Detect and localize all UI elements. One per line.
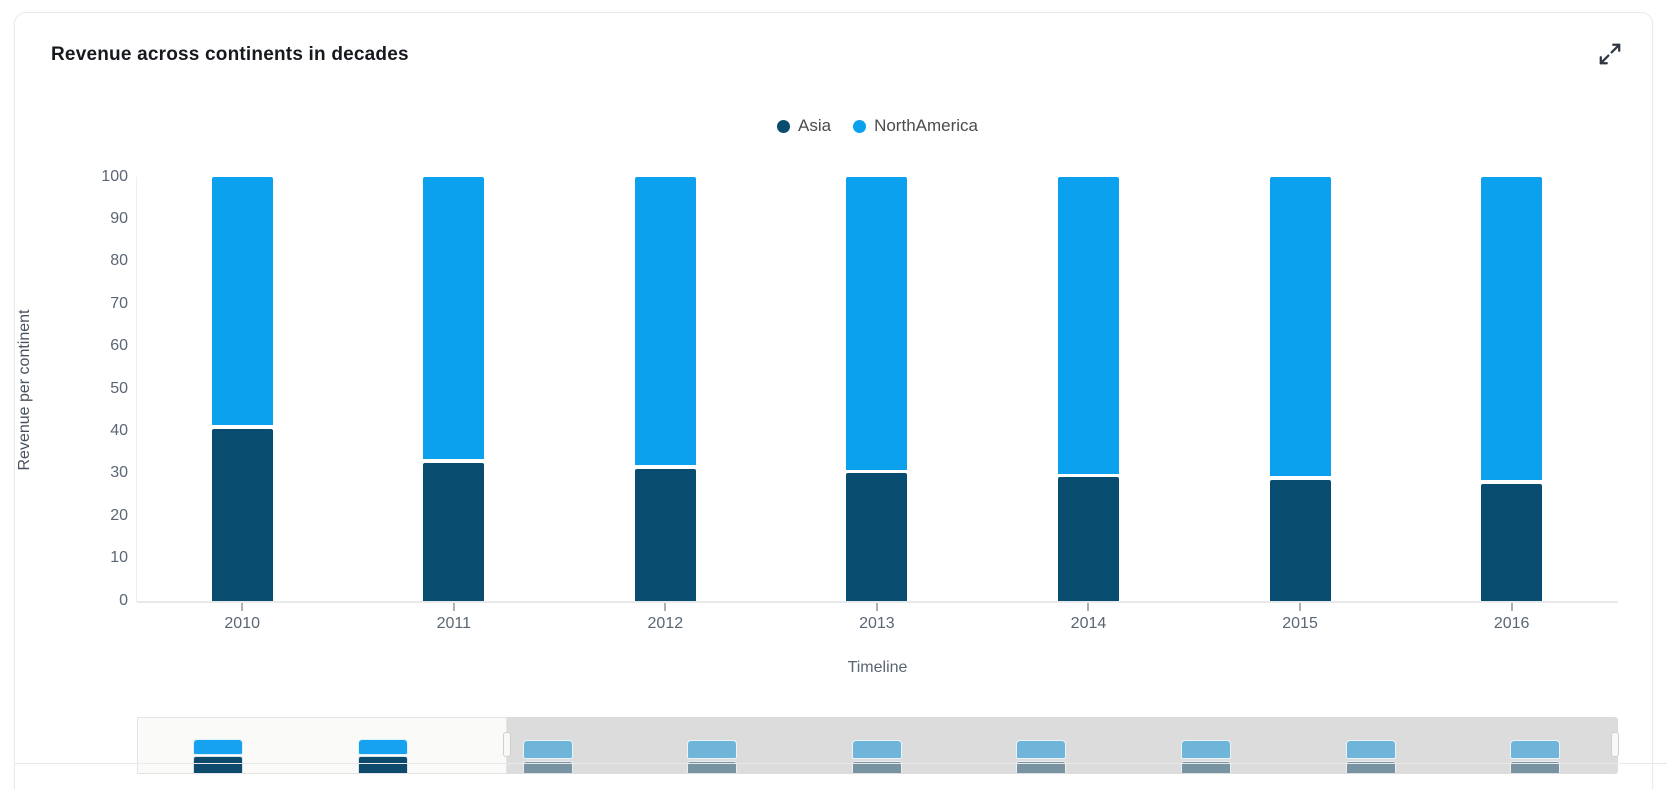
mini-bar-light-2 xyxy=(357,738,408,755)
mini-bar-light-4 xyxy=(687,739,738,759)
x-tick-mark xyxy=(875,603,878,611)
mini-bar-light-1 xyxy=(193,738,244,755)
x-tick-mark xyxy=(1510,603,1513,611)
x-axis-line xyxy=(137,601,1618,603)
legend-item-asia[interactable]: Asia xyxy=(777,116,831,136)
bar-segment-asia-2011[interactable] xyxy=(422,461,486,602)
y-tick-label: 80 xyxy=(110,252,128,270)
legend-label: Asia xyxy=(798,116,832,135)
mini-bar-light-7 xyxy=(1180,739,1231,759)
y-tick-label: 90 xyxy=(110,209,128,227)
x-tick-label: 2011 xyxy=(436,615,471,632)
mini-bar-light-6 xyxy=(1016,739,1067,759)
bar-segment-northamerica-2016[interactable] xyxy=(1480,176,1544,482)
x-tick-mark xyxy=(664,603,667,611)
y-tick-label: 10 xyxy=(110,549,128,567)
expand-button[interactable] xyxy=(1592,37,1628,73)
bar-segment-asia-2010[interactable] xyxy=(210,427,274,602)
legend-label: NorthAmerica xyxy=(874,116,978,135)
x-tick-label: 2010 xyxy=(224,615,260,632)
mini-bar-light-9 xyxy=(1510,739,1561,759)
y-tick-label: 50 xyxy=(110,379,128,397)
x-tick-label: 2013 xyxy=(859,615,895,632)
legend-dot-northamerica xyxy=(853,119,867,133)
bar-segment-northamerica-2013[interactable] xyxy=(845,176,909,471)
bar-segment-asia-2012[interactable] xyxy=(633,467,697,602)
x-tick-mark xyxy=(241,603,244,611)
x-tick-label: 2015 xyxy=(1282,615,1318,632)
legend-item-northamerica[interactable]: NorthAmerica xyxy=(853,116,978,136)
y-tick-label: 20 xyxy=(110,506,128,524)
navigator-left-handle[interactable] xyxy=(503,732,511,757)
bar-segment-asia-2015[interactable] xyxy=(1268,478,1332,602)
x-tick-mark xyxy=(1087,603,1090,611)
y-tick-label: 40 xyxy=(110,421,128,439)
mini-bar-light-3 xyxy=(522,739,573,759)
y-tick-label: 0 xyxy=(119,591,128,609)
y-tick-label: 60 xyxy=(110,337,128,355)
y-axis-title: Revenue per continent xyxy=(16,309,33,471)
x-tick-label: 2016 xyxy=(1493,615,1530,632)
navigator-right-handle[interactable] xyxy=(1611,732,1619,757)
bar-segment-asia-2013[interactable] xyxy=(845,472,909,602)
mini-bar-dark-2 xyxy=(357,756,408,773)
y-axis-line xyxy=(136,177,137,602)
mini-bar-light-5 xyxy=(851,739,902,759)
y-tick-label: 100 xyxy=(101,167,128,185)
bar-segment-northamerica-2014[interactable] xyxy=(1056,176,1120,475)
bar-segment-asia-2016[interactable] xyxy=(1480,482,1544,602)
expand-icon xyxy=(1597,41,1623,70)
chart-legend: Asia NorthAmerica xyxy=(137,116,1618,136)
y-tick-label: 70 xyxy=(110,294,128,312)
timeline-navigator xyxy=(137,717,1619,774)
x-axis-title: Timeline xyxy=(847,659,908,676)
chart-title: Revenue across continents in decades xyxy=(51,44,409,65)
legend-dot-asia xyxy=(777,119,790,133)
x-tick-label: 2014 xyxy=(1070,615,1107,632)
bar-segment-northamerica-2015[interactable] xyxy=(1268,176,1332,478)
mini-bar-light-8 xyxy=(1345,739,1396,759)
chart-card: Revenue across continents in decades Asi… xyxy=(14,12,1667,789)
y-tick-label: 30 xyxy=(110,464,128,482)
bar-segment-northamerica-2012[interactable] xyxy=(633,176,697,467)
x-tick-mark xyxy=(452,603,455,611)
bar-segment-asia-2014[interactable] xyxy=(1056,476,1120,602)
mini-bar-dark-1 xyxy=(193,756,244,773)
bar-segment-northamerica-2011[interactable] xyxy=(422,176,486,461)
bar-segment-northamerica-2010[interactable] xyxy=(210,176,274,427)
x-tick-mark xyxy=(1299,603,1302,611)
navigator-bottom-divider xyxy=(15,763,1667,764)
x-tick-label: 2012 xyxy=(647,615,684,632)
